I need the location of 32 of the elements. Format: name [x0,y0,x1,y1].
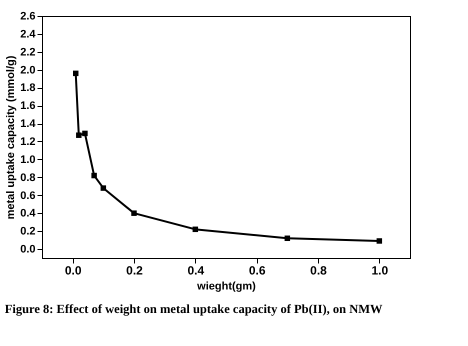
y-tick-label: 2.0 [20,64,36,76]
y-tick-label: 0.2 [20,226,36,238]
y-axis-title: metal uptake capacity (mmol/g) [5,55,18,220]
point [76,132,82,138]
y-tick-label: 0.0 [20,244,36,256]
x-tick-label: 0.8 [310,264,328,278]
y-tick-label: 2.6 [20,10,36,22]
y-tick-label: 1.8 [20,82,36,94]
text: Figure 8: Effect of weight on metal uptake capacity of Pb(II), on NMW [4,302,384,316]
point [91,172,97,178]
x-tick-label: 0.2 [126,264,144,278]
y-tick-label: 2.4 [20,28,36,40]
y-tick-label: 1.6 [20,100,36,112]
x-tick-label: 0.0 [64,264,82,278]
y-tick-label: 0.6 [20,190,36,202]
y-tick-label: 1.2 [20,136,36,148]
x-tick-label: 0.4 [187,264,204,278]
y-tick-label: 1.4 [20,118,36,130]
y-tick-label: 0.8 [20,172,36,184]
point [192,226,198,232]
y-tick-label: 2.2 [20,46,36,58]
x-tick-label: 0.6 [248,264,266,278]
y-tick-label: 0.4 [20,208,36,220]
point [376,238,382,244]
point [82,130,88,136]
point [72,70,78,76]
x-tick-label: 1.0 [371,264,388,278]
point [131,210,137,216]
x-axis-title: wieght(gm) [196,280,256,292]
point [284,236,290,242]
point [100,185,106,191]
y-tick-label: 1.0 [20,154,36,166]
